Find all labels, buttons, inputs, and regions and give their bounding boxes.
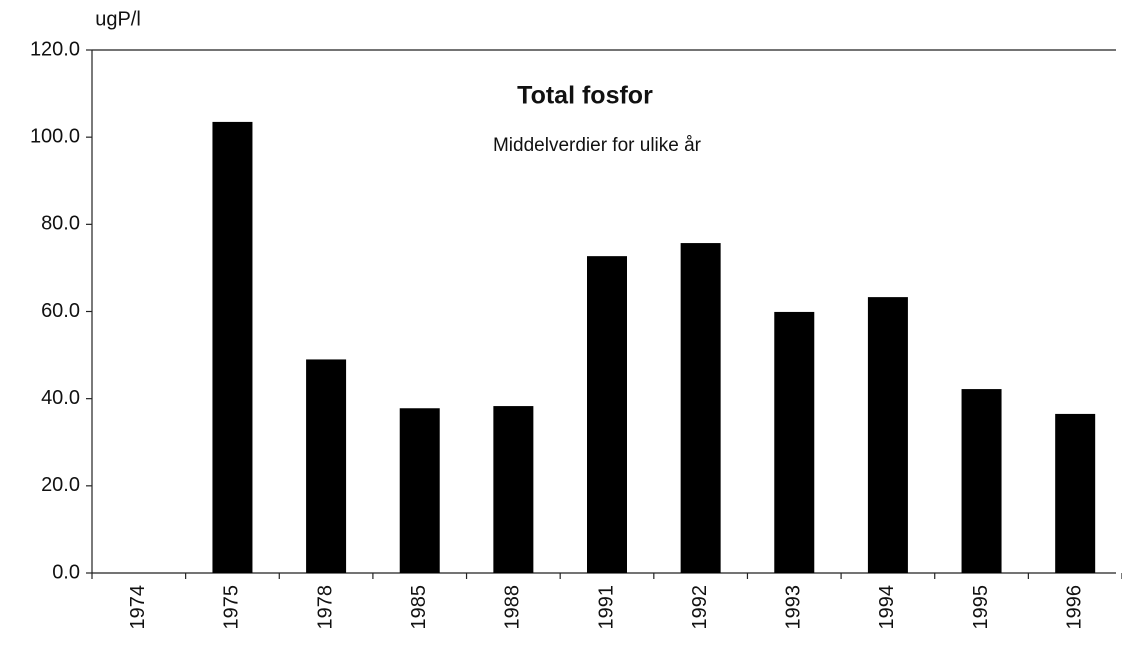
x-tick-label: 1993 <box>783 585 805 630</box>
x-tick-label: 1974 <box>127 585 149 630</box>
x-tick-label: 1995 <box>970 585 992 630</box>
x-tick-label: 1975 <box>221 585 243 630</box>
x-tick-label: 1985 <box>408 585 430 630</box>
x-tick-label: 1988 <box>502 585 524 630</box>
bar <box>867 297 908 573</box>
x-tick-label: 1992 <box>689 585 711 630</box>
y-tick-label: 100.0 <box>30 125 80 147</box>
x-tick-label: 1991 <box>595 585 617 630</box>
y-tick-label: 120.0 <box>30 38 80 60</box>
y-tick-label: 0.0 <box>52 561 80 583</box>
chart-subtitle: Middelverdier for ulike år <box>493 135 702 156</box>
bar <box>399 408 440 573</box>
bar <box>493 406 534 573</box>
bar <box>680 243 721 574</box>
bar <box>306 359 347 573</box>
y-tick-label: 80.0 <box>41 213 80 235</box>
x-tick-label: 1994 <box>876 585 898 630</box>
chart-title: Total fosfor <box>517 82 653 110</box>
bar <box>961 389 1002 573</box>
bar <box>212 121 253 573</box>
y-tick-label: 20.0 <box>41 474 80 496</box>
x-tick-label: 1978 <box>314 585 336 630</box>
bar <box>1055 413 1096 573</box>
x-tick-label: 1996 <box>1063 585 1085 630</box>
y-tick-label: 60.0 <box>41 300 80 322</box>
y-tick-label: 40.0 <box>41 387 80 409</box>
bar <box>587 256 627 573</box>
bar <box>774 311 815 573</box>
y-axis-label: ugP/l <box>95 8 141 30</box>
